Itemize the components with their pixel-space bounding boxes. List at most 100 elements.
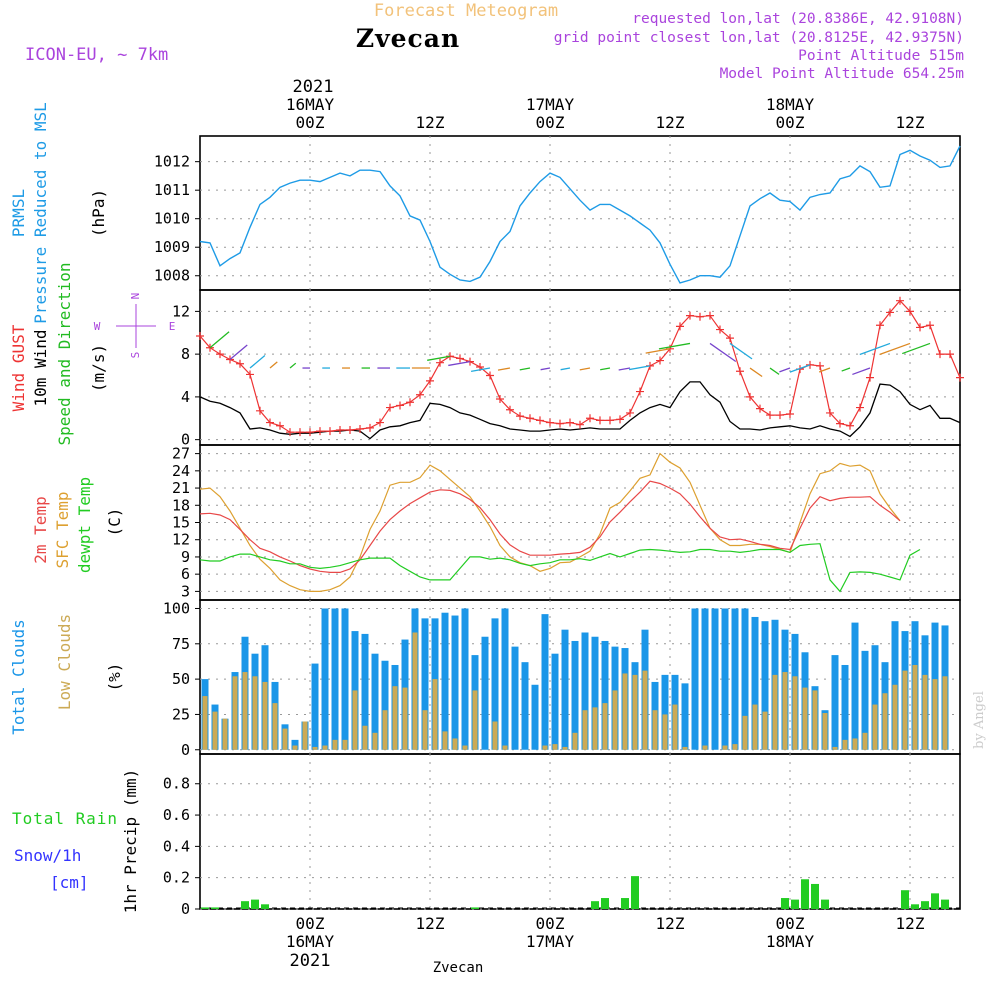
pressure-line	[199, 145, 961, 284]
total-cloud-bar	[371, 653, 379, 750]
total-cloud-bar	[661, 674, 669, 750]
precip-label-snow: Snow/1h	[14, 846, 81, 865]
precip-label-cm: [cm]	[50, 873, 89, 892]
wind-ylabel: Wind GUST 10m Wind Speed and Direction (…	[9, 262, 108, 445]
gust-marker	[516, 412, 524, 421]
low-cloud-bar	[932, 679, 938, 750]
wind-direction-arrow	[209, 331, 230, 349]
gust-marker	[456, 354, 464, 363]
wind-direction-arrow	[470, 367, 491, 373]
total-cloud-bar	[531, 684, 539, 750]
wind-direction-arrow	[769, 367, 780, 375]
watermark: by Angel	[972, 691, 987, 749]
gust-marker	[416, 390, 424, 399]
gust-marker	[776, 411, 784, 420]
rain-bar	[931, 893, 939, 909]
gust-marker	[346, 426, 354, 435]
low-cloud-bar	[942, 676, 948, 750]
gust-marker	[556, 419, 564, 428]
total-cloud-bar	[361, 633, 369, 750]
top-date-label-0: 16MAY	[286, 95, 335, 114]
bottom-tick-label-1: 12Z	[416, 914, 445, 933]
low-cloud-bar	[352, 690, 358, 750]
wind-direction-arrow	[519, 367, 531, 371]
rain-bar	[631, 876, 639, 909]
low-cloud-bar	[472, 690, 478, 750]
ytick-label-pressure-2: 1010	[154, 210, 190, 228]
model-altitude: Model Point Altitude 654.25m	[720, 66, 965, 82]
low-cloud-bar	[912, 664, 918, 750]
wind-direction-arrow	[618, 367, 631, 371]
ytick-label-wind-3: 12	[172, 302, 190, 320]
top-year-label: 2021	[293, 77, 334, 97]
total-cloud-bar	[841, 664, 849, 750]
gust-marker	[286, 428, 294, 437]
total-cloud-bar	[731, 608, 739, 750]
ytick-label-pressure-1: 1009	[154, 238, 190, 256]
low-cloud-bar	[632, 674, 638, 750]
low-cloud-bar	[212, 711, 218, 750]
gust-marker	[406, 398, 414, 407]
gust-marker	[916, 323, 924, 332]
total-cloud-bar	[591, 636, 599, 750]
gust-marker	[216, 350, 224, 359]
wind-direction-arrow	[645, 348, 671, 354]
gust-marker	[636, 387, 644, 396]
low-cloud-bar	[252, 676, 258, 750]
ytick-label-precip-4: 0.8	[163, 775, 190, 793]
pressure-panel	[199, 135, 961, 291]
gust-marker	[236, 359, 244, 368]
total-cloud-bar	[321, 608, 329, 750]
compass-rose: N W E S	[94, 293, 176, 359]
compass-e: E	[169, 320, 176, 333]
total-cloud-bar	[851, 622, 859, 750]
low-cloud-bar	[602, 703, 608, 750]
gust-marker	[736, 367, 744, 376]
gust-marker	[716, 325, 724, 334]
total-cloud-bar	[701, 608, 709, 750]
gust-marker	[546, 418, 554, 427]
gust-marker	[326, 427, 334, 436]
ytick-label-clouds-2: 50	[172, 670, 190, 688]
wind-direction-arrow	[841, 367, 851, 372]
precip-axis-label: 1hr Precip (mm)	[121, 769, 140, 914]
clouds-label-total: Total Clouds	[9, 619, 28, 735]
compass-n: N	[129, 293, 142, 300]
wind-direction-arrow	[448, 360, 471, 367]
top-date-label-2: 17MAY	[526, 95, 575, 114]
low-cloud-bar	[272, 703, 278, 750]
total-cloud-bar	[751, 616, 759, 750]
rain-bar	[901, 890, 909, 909]
gust-marker	[656, 356, 664, 365]
wind-direction-arrow	[789, 364, 811, 373]
gust-marker	[876, 321, 884, 330]
bottom-tick-label-3: 12Z	[656, 914, 685, 933]
total-cloud-bar	[711, 608, 719, 750]
wind-direction-arrow	[629, 365, 651, 371]
top-tick-label-0: 00Z	[296, 113, 325, 132]
wind-direction-arrow	[497, 367, 511, 371]
gust-marker	[836, 419, 844, 428]
low-cloud-bar	[682, 746, 688, 750]
rain-bar	[621, 898, 629, 909]
gust-marker	[696, 312, 704, 321]
ytick-label-pressure-3: 1011	[154, 181, 190, 199]
rain-bar	[911, 904, 919, 909]
ytick-label-clouds-1: 25	[172, 705, 190, 723]
gust-marker	[226, 355, 234, 364]
gust-marker	[356, 424, 364, 433]
low-cloud-bar	[622, 673, 628, 750]
gust-marker	[316, 427, 324, 436]
footer-station: Zvecan	[433, 960, 484, 976]
ytick-label-temperature-2: 9	[181, 548, 190, 566]
total-cloud-bar	[291, 739, 299, 750]
ytick-label-temperature-8: 27	[172, 445, 190, 463]
temp-ylabel: 2m Temp SFC Temp dewpt Temp (C)	[31, 477, 124, 573]
bottom-tick-label-2: 00Z	[536, 914, 565, 933]
total-cloud-bar	[481, 636, 489, 750]
total-cloud-bar	[581, 632, 589, 750]
wind-direction-arrow	[269, 361, 278, 369]
ytick-label-pressure-4: 1012	[154, 153, 190, 171]
total-cloud-bar	[681, 683, 689, 750]
rain-bar	[821, 899, 829, 909]
